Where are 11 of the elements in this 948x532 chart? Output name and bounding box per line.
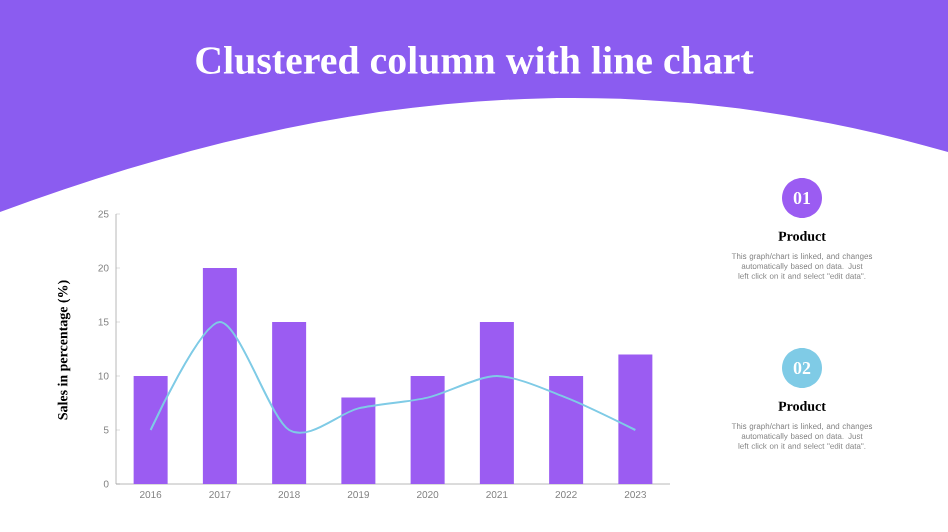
bar	[272, 322, 307, 484]
text: 02	[793, 361, 811, 375]
bar	[133, 376, 168, 484]
bar	[479, 322, 514, 484]
bar	[549, 376, 584, 484]
bar	[410, 376, 445, 484]
chart-title: Clustered column with line chart	[196, 45, 754, 75]
bar	[341, 397, 376, 484]
text: 01	[793, 191, 811, 205]
bar	[618, 354, 653, 484]
bar	[202, 268, 237, 484]
